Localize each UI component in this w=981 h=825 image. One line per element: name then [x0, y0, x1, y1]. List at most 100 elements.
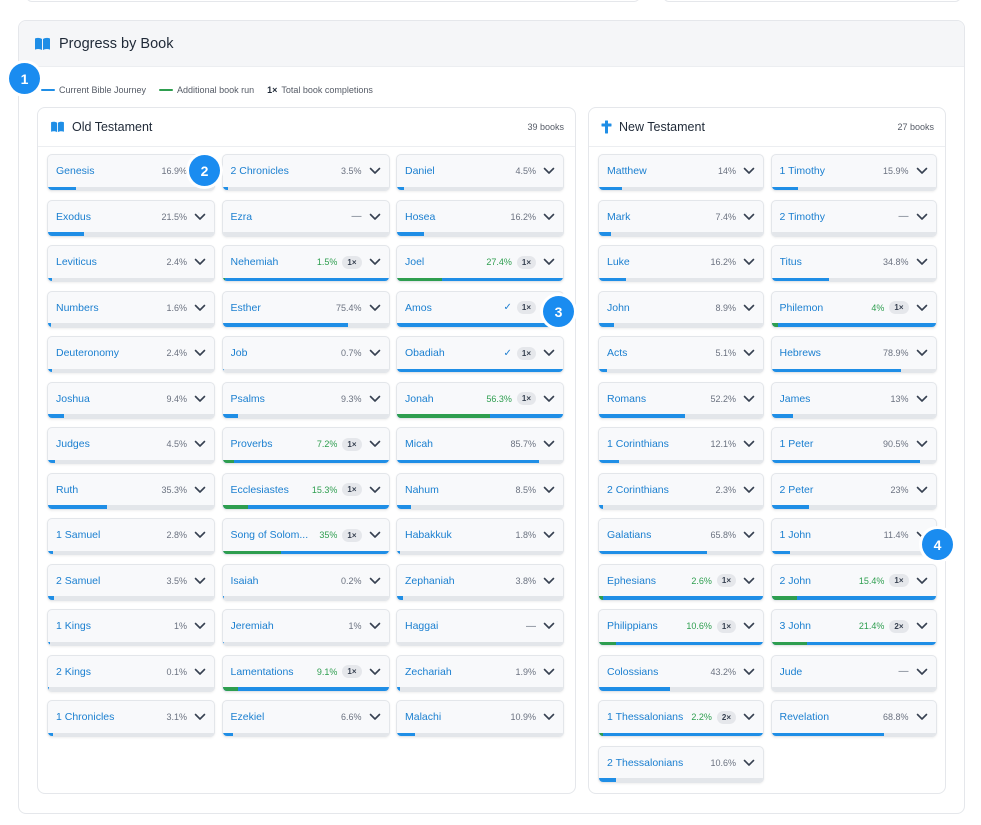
chevron-down-icon[interactable] [194, 529, 206, 541]
book-card-1-timothy[interactable]: 1 Timothy 15.9% [770, 154, 937, 191]
chevron-down-icon[interactable] [916, 666, 928, 678]
book-card-malachi[interactable]: Malachi 10.9% [396, 700, 564, 737]
chevron-down-icon[interactable] [194, 484, 206, 496]
book-card-1-chronicles[interactable]: 1 Chronicles 3.1% [47, 700, 215, 737]
book-card-revelation[interactable]: Revelation 68.8% [770, 700, 937, 737]
chevron-down-icon[interactable] [194, 256, 206, 268]
book-card-2-corinthians[interactable]: 2 Corinthians 2.3% [598, 472, 764, 510]
chevron-down-icon[interactable] [916, 256, 928, 268]
chevron-down-icon[interactable] [194, 438, 206, 450]
book-card-2-samuel[interactable]: 2 Samuel 3.5% [47, 563, 215, 601]
book-card-hosea[interactable]: Hosea 16.2% [396, 199, 564, 237]
book-card-nehemiah[interactable]: Nehemiah 1.5% 1× [221, 245, 390, 282]
book-card-ephesians[interactable]: Ephesians 2.6% 1× [598, 563, 764, 601]
chevron-down-icon[interactable] [543, 575, 555, 587]
chevron-down-icon[interactable] [743, 575, 755, 587]
book-card-numbers[interactable]: Numbers 1.6% [47, 290, 215, 328]
chevron-down-icon[interactable] [916, 302, 928, 314]
book-card-job[interactable]: Job 0.7% [221, 336, 390, 373]
book-card-1-samuel[interactable]: 1 Samuel 2.8% [47, 518, 215, 555]
chevron-down-icon[interactable] [369, 393, 381, 405]
chevron-down-icon[interactable] [743, 256, 755, 268]
book-card-obadiah[interactable]: Obadiah ✓ 1× [396, 336, 564, 373]
book-card-john[interactable]: John 8.9% [598, 290, 764, 328]
book-card-titus[interactable]: Titus 34.8% [770, 245, 937, 282]
chevron-down-icon[interactable] [743, 165, 755, 177]
chevron-down-icon[interactable] [916, 484, 928, 496]
book-card-isaiah[interactable]: Isaiah 0.2% [221, 563, 390, 601]
chevron-down-icon[interactable] [543, 165, 555, 177]
chevron-down-icon[interactable] [543, 211, 555, 223]
book-card-2-kings[interactable]: 2 Kings 0.1% [47, 654, 215, 692]
chevron-down-icon[interactable] [743, 666, 755, 678]
chevron-down-icon[interactable] [194, 347, 206, 359]
book-card-galatians[interactable]: Galatians 65.8% [598, 518, 764, 555]
chevron-down-icon[interactable] [369, 302, 381, 314]
book-card-1-kings[interactable]: 1 Kings 1% [47, 609, 215, 646]
book-card-1-peter[interactable]: 1 Peter 90.5% [770, 427, 937, 464]
book-card-ecclesiastes[interactable]: Ecclesiastes 15.3% 1× [221, 472, 390, 510]
chevron-down-icon[interactable] [743, 302, 755, 314]
chevron-down-icon[interactable] [194, 302, 206, 314]
chevron-down-icon[interactable] [543, 484, 555, 496]
chevron-down-icon[interactable] [543, 666, 555, 678]
book-card-leviticus[interactable]: Leviticus 2.4% [47, 245, 215, 282]
chevron-down-icon[interactable] [369, 711, 381, 723]
chevron-down-icon[interactable] [369, 165, 381, 177]
book-card-joshua[interactable]: Joshua 9.4% [47, 381, 215, 419]
chevron-down-icon[interactable] [194, 575, 206, 587]
book-card-1-john[interactable]: 1 John 11.4% [770, 518, 937, 555]
book-card-2-timothy[interactable]: 2 Timothy — [770, 199, 937, 237]
chevron-down-icon[interactable] [916, 438, 928, 450]
chevron-down-icon[interactable] [194, 211, 206, 223]
book-card-song-of-solom[interactable]: Song of Solom... 35% 1× [221, 518, 390, 555]
chevron-down-icon[interactable] [543, 256, 555, 268]
chevron-down-icon[interactable] [194, 711, 206, 723]
chevron-down-icon[interactable] [916, 165, 928, 177]
chevron-down-icon[interactable] [916, 575, 928, 587]
chevron-down-icon[interactable] [916, 347, 928, 359]
book-card-deuteronomy[interactable]: Deuteronomy 2.4% [47, 336, 215, 373]
book-card-2-chronicles[interactable]: 2 Chronicles 3.5% [221, 154, 390, 191]
book-card-hebrews[interactable]: Hebrews 78.9% [770, 336, 937, 373]
chevron-down-icon[interactable] [743, 393, 755, 405]
book-card-romans[interactable]: Romans 52.2% [598, 381, 764, 419]
book-card-matthew[interactable]: Matthew 14% [598, 154, 764, 191]
chevron-down-icon[interactable] [369, 666, 381, 678]
chevron-down-icon[interactable] [916, 711, 928, 723]
chevron-down-icon[interactable] [743, 620, 755, 632]
book-card-colossians[interactable]: Colossians 43.2% [598, 654, 764, 692]
chevron-down-icon[interactable] [369, 256, 381, 268]
chevron-down-icon[interactable] [543, 529, 555, 541]
book-card-2-peter[interactable]: 2 Peter 23% [770, 472, 937, 510]
book-card-1-thessalonians[interactable]: 1 Thessalonians 2.2% 2× [598, 700, 764, 737]
chevron-down-icon[interactable] [743, 347, 755, 359]
book-card-proverbs[interactable]: Proverbs 7.2% 1× [221, 427, 390, 464]
chevron-down-icon[interactable] [543, 438, 555, 450]
book-card-zephaniah[interactable]: Zephaniah 3.8% [396, 563, 564, 601]
book-card-philemon[interactable]: Philemon 4% 1× [770, 290, 937, 328]
book-card-1-corinthians[interactable]: 1 Corinthians 12.1% [598, 427, 764, 464]
book-card-jude[interactable]: Jude — [770, 654, 937, 692]
chevron-down-icon[interactable] [543, 393, 555, 405]
book-card-exodus[interactable]: Exodus 21.5% [47, 199, 215, 237]
chevron-down-icon[interactable] [369, 529, 381, 541]
book-card-zechariah[interactable]: Zechariah 1.9% [396, 654, 564, 692]
book-card-esther[interactable]: Esther 75.4% [221, 290, 390, 328]
chevron-down-icon[interactable] [916, 211, 928, 223]
chevron-down-icon[interactable] [369, 620, 381, 632]
book-card-psalms[interactable]: Psalms 9.3% [221, 381, 390, 419]
book-card-mark[interactable]: Mark 7.4% [598, 199, 764, 237]
chevron-down-icon[interactable] [916, 393, 928, 405]
book-card-genesis[interactable]: Genesis 16.9% [47, 154, 215, 191]
chevron-down-icon[interactable] [743, 757, 755, 769]
book-card-ruth[interactable]: Ruth 35.3% [47, 472, 215, 510]
chevron-down-icon[interactable] [743, 211, 755, 223]
book-card-judges[interactable]: Judges 4.5% [47, 427, 215, 464]
book-card-joel[interactable]: Joel 27.4% 1× [396, 245, 564, 282]
book-card-haggai[interactable]: Haggai — [396, 609, 564, 646]
chevron-down-icon[interactable] [543, 711, 555, 723]
book-card-jonah[interactable]: Jonah 56.3% 1× [396, 381, 564, 419]
book-card-acts[interactable]: Acts 5.1% [598, 336, 764, 373]
book-card-nahum[interactable]: Nahum 8.5% [396, 472, 564, 510]
